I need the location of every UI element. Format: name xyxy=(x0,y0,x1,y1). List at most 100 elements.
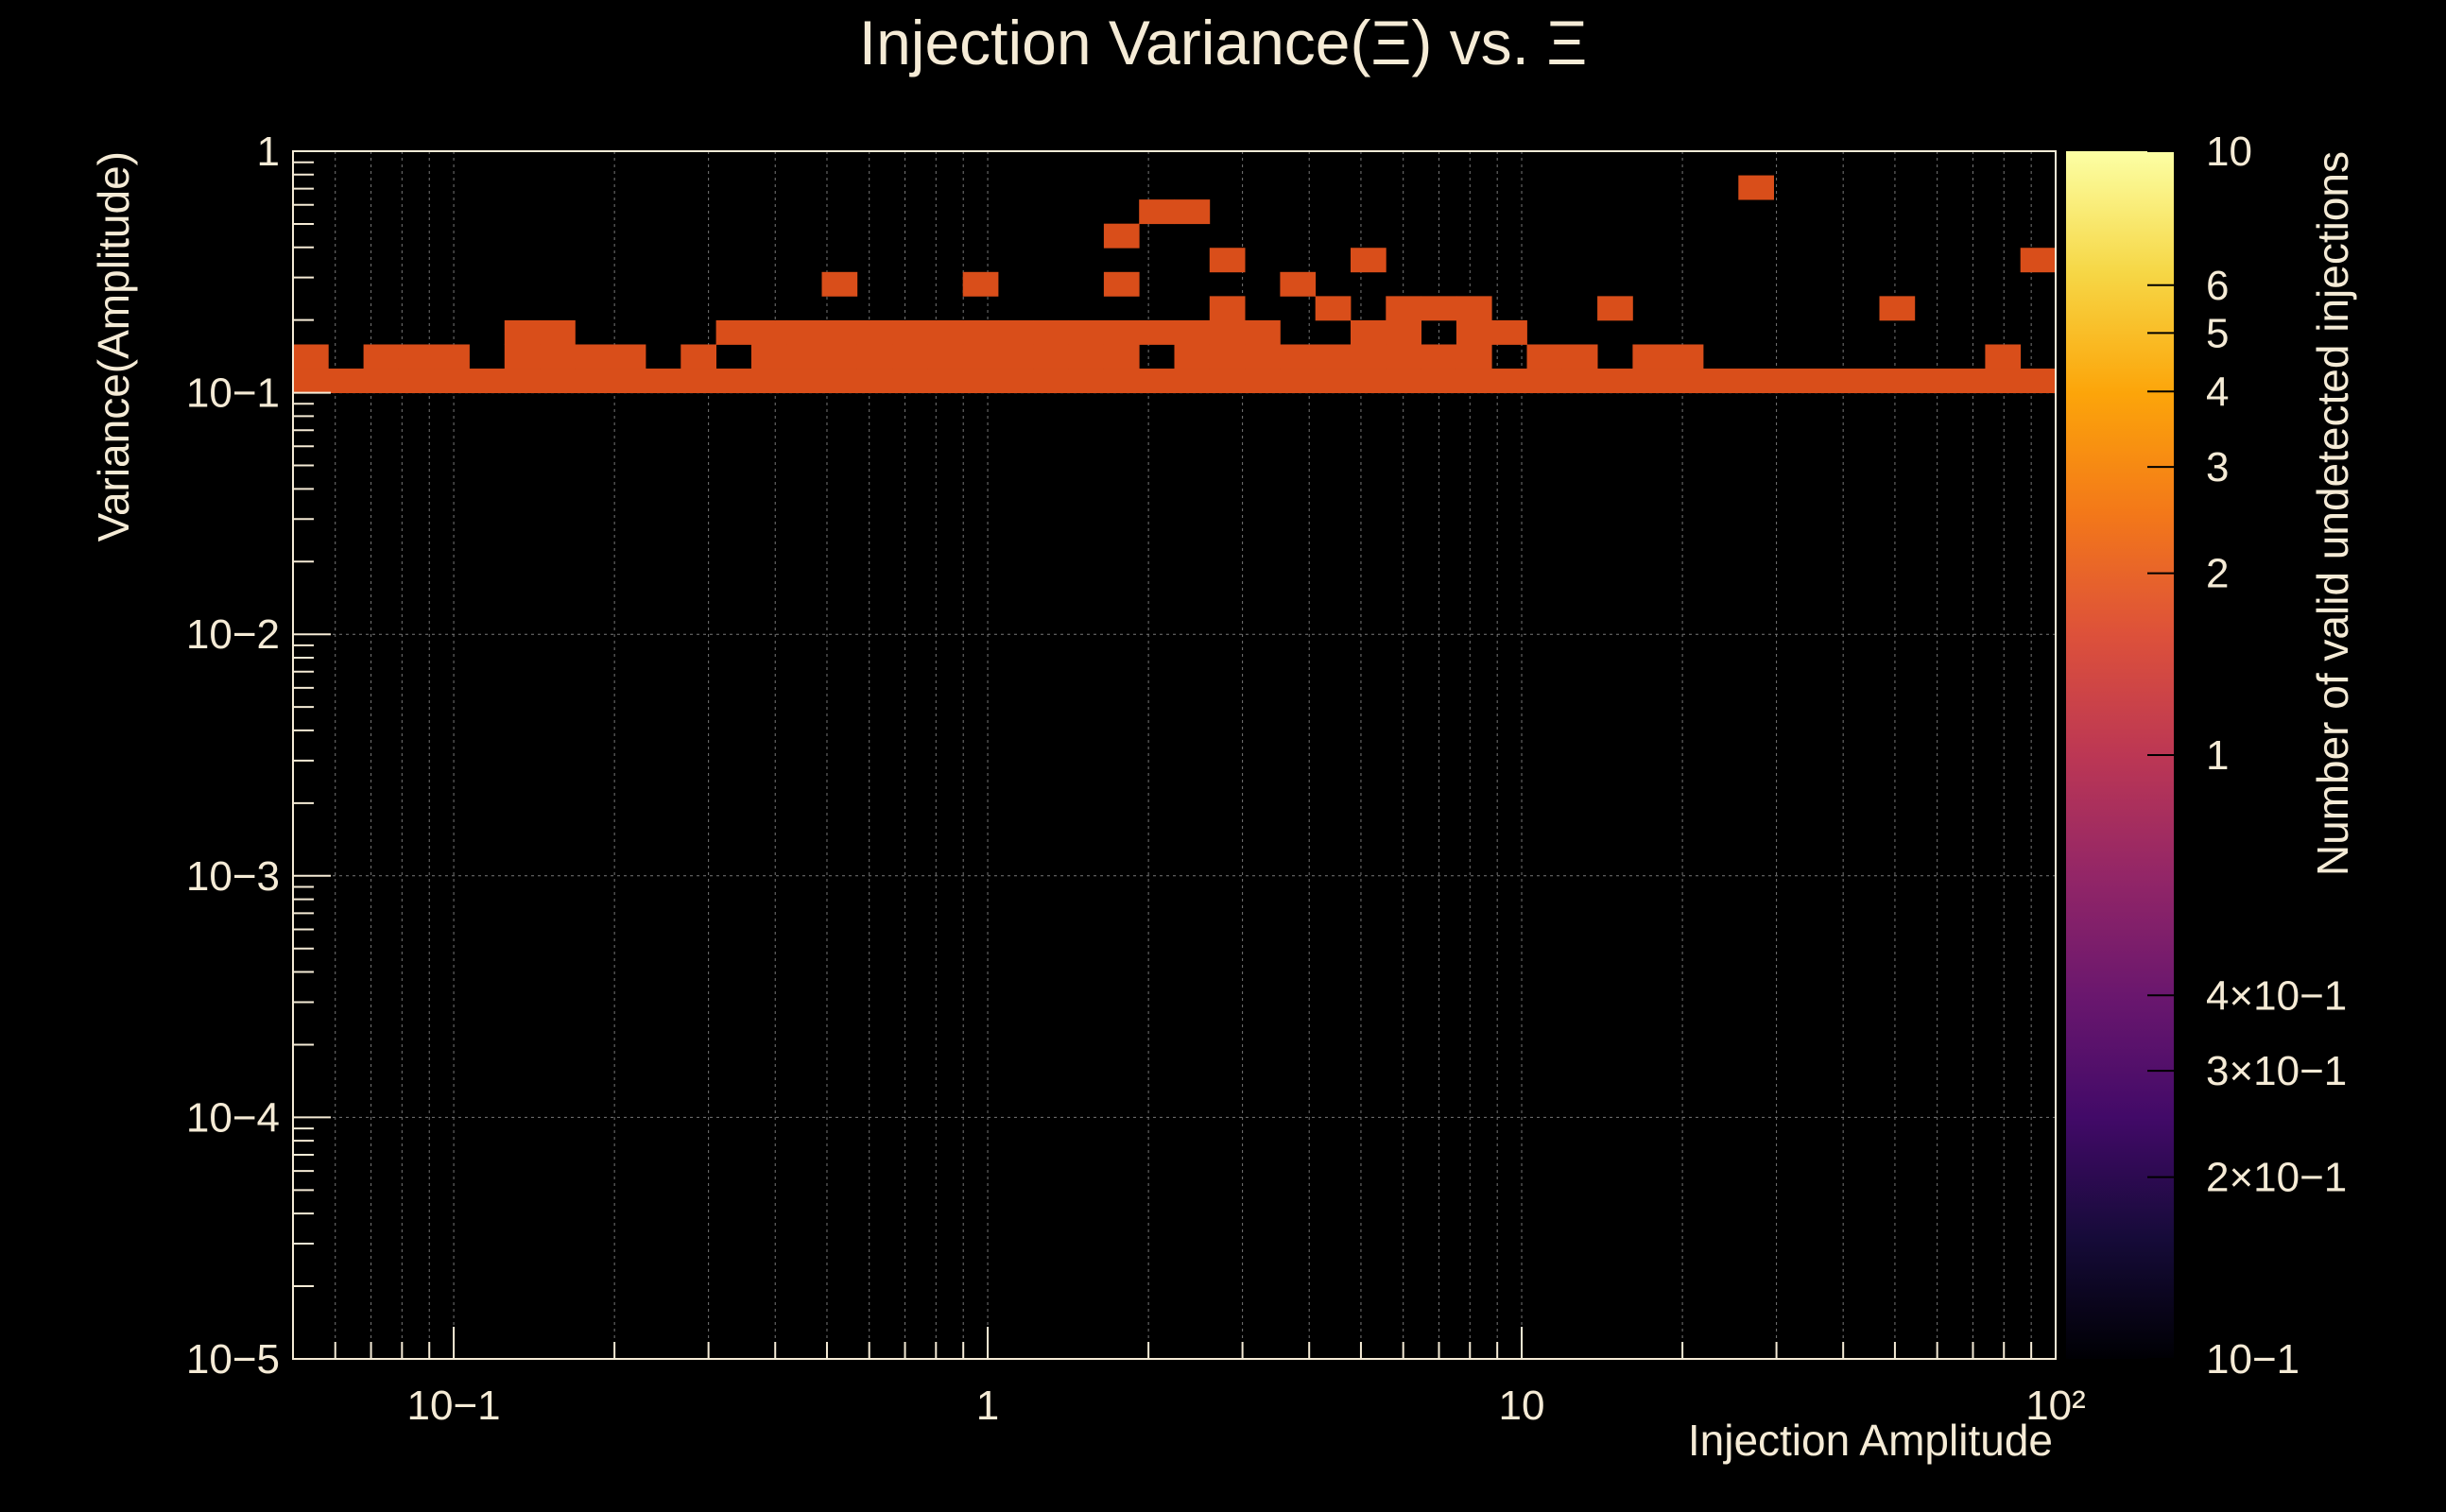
axes xyxy=(292,150,2057,1360)
heatmap-cell xyxy=(998,319,1034,345)
heatmap-cell xyxy=(1456,369,1492,393)
heatmap-cell xyxy=(328,369,364,393)
heatmap-cell xyxy=(1068,319,1105,345)
heatmap-cell xyxy=(610,369,646,393)
heatmap-cell xyxy=(1068,369,1105,393)
heatmap-cell xyxy=(1139,319,1175,345)
heatmap-cell xyxy=(750,369,787,393)
heatmap-cell xyxy=(1738,369,1774,393)
heatmap-cell xyxy=(646,369,681,393)
heatmap-cell xyxy=(750,319,787,345)
heatmap-cell xyxy=(1879,296,1916,321)
x-tick-label: 1 xyxy=(976,1383,999,1429)
heatmap-cell xyxy=(750,344,787,369)
heatmap-cell xyxy=(1245,369,1281,393)
heatmap-cell xyxy=(1351,369,1387,393)
colorbar-tick-label: 6 xyxy=(2206,263,2229,309)
heatmap-cell xyxy=(1421,369,1457,393)
heatmap-cell xyxy=(1033,319,1069,345)
heatmap-cell xyxy=(1561,344,1598,369)
heatmap-cell xyxy=(434,369,470,393)
heatmap-cell xyxy=(363,344,400,369)
heatmap-cell xyxy=(1209,369,1246,393)
heatmap-cell xyxy=(821,271,858,297)
colorbar-tick-label: 5 xyxy=(2206,310,2229,356)
heatmap-cell xyxy=(1561,369,1598,393)
heatmap-cell xyxy=(1209,344,1246,369)
heatmap-cell xyxy=(1386,296,1421,321)
heatmap-cell xyxy=(1667,344,1704,369)
heatmap-cell xyxy=(610,344,646,369)
colorbar-tick-label: 4 xyxy=(2206,369,2229,415)
heatmap-cell xyxy=(575,369,612,393)
colorbar-tick-label: 2×10−1 xyxy=(2206,1155,2347,1201)
heatmap-cell xyxy=(1703,369,1739,393)
heatmap-cell xyxy=(821,369,858,393)
heatmap-cell xyxy=(1245,319,1281,345)
heatmap-cell xyxy=(398,344,435,369)
heatmap-cell xyxy=(469,369,506,393)
heatmap-cell xyxy=(1209,296,1246,321)
colorbar-tick-label: 3 xyxy=(2206,444,2229,490)
heatmap-cell xyxy=(1351,248,1387,273)
colorbar-tick-label: 1 xyxy=(2206,732,2229,779)
heatmap-cell xyxy=(1174,319,1211,345)
plot-frame xyxy=(292,150,2057,1360)
heatmap-cell xyxy=(1808,369,1845,393)
heatmap-cell xyxy=(680,344,716,369)
colorbar-tick-label: 4×10−1 xyxy=(2206,972,2347,1019)
heatmap-cell xyxy=(1103,319,1140,345)
y-tick-labels: 1 10−1 10−2 10−3 10−4 10−5 xyxy=(186,129,280,1383)
heatmap-cell xyxy=(786,344,822,369)
heatmap-cell xyxy=(962,271,999,297)
heatmap-cell xyxy=(1526,344,1563,369)
heatmap-cell xyxy=(1280,344,1317,369)
heatmap-cell xyxy=(1421,296,1457,321)
y-tick-label: 10−5 xyxy=(186,1336,280,1383)
heatmap-cell xyxy=(1985,344,2022,369)
heatmap-cell xyxy=(1280,271,1317,297)
heatmap-cell xyxy=(856,344,893,369)
heatmap-cell xyxy=(1597,369,1633,393)
chart-title: Injection Variance(Ξ) vs. Ξ xyxy=(859,8,1588,77)
y-tick-label: 10−2 xyxy=(186,611,280,658)
heatmap-cell xyxy=(962,319,999,345)
colorbar-tick-label: 2 xyxy=(2206,551,2229,597)
heatmap-cell xyxy=(1315,369,1352,393)
x-tick-label: 10 xyxy=(1499,1383,1545,1429)
colorbar-tick-label: 10−1 xyxy=(2206,1336,2300,1383)
x-tick-label: 10² xyxy=(2025,1383,2086,1429)
heatmap-cell xyxy=(1103,369,1140,393)
heatmap-cell xyxy=(1879,369,1916,393)
heatmap-cell xyxy=(1985,369,2022,393)
heatmap-cell xyxy=(1386,369,1421,393)
heatmap-cell xyxy=(1456,319,1492,345)
heatmap-cell xyxy=(856,319,893,345)
heatmap-cell xyxy=(1139,369,1175,393)
heatmap-cell xyxy=(892,319,928,345)
heatmap-cell xyxy=(1738,175,1774,200)
heatmap-cell xyxy=(504,344,541,369)
x-tick-label: 10−1 xyxy=(407,1383,501,1429)
heatmap-cell xyxy=(1033,344,1069,369)
heatmap-cell xyxy=(398,369,435,393)
heatmap-cell xyxy=(363,369,400,393)
heatmap-cell xyxy=(1456,344,1492,369)
heatmap-cell xyxy=(856,369,893,393)
heatmap-cell xyxy=(504,319,541,345)
heatmap-cell xyxy=(293,369,329,393)
heatmap-cell xyxy=(962,369,999,393)
heatmap-cell xyxy=(715,319,752,345)
heatmap-cell xyxy=(821,319,858,345)
heatmap-cell xyxy=(1280,369,1317,393)
heatmap-cell xyxy=(1174,199,1211,225)
heatmap-cell xyxy=(1844,369,1880,393)
heatmap-cell xyxy=(1491,369,1527,393)
heatmap-cell xyxy=(998,344,1034,369)
heatmap-cell xyxy=(1914,369,1951,393)
heatmap-cell xyxy=(434,344,470,369)
heatmap-cell xyxy=(927,369,964,393)
heatmap-cell xyxy=(293,344,329,369)
heatmap-cell xyxy=(1245,344,1281,369)
